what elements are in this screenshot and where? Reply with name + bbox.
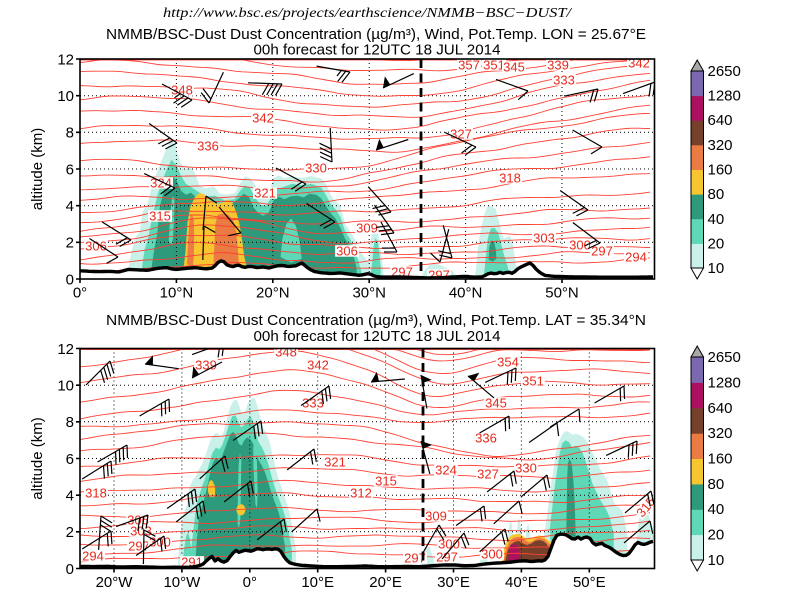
- svg-text:306: 306: [336, 243, 358, 258]
- svg-text:4: 4: [66, 198, 74, 215]
- svg-text:0°: 0°: [243, 574, 257, 591]
- svg-text:354: 354: [497, 354, 519, 369]
- svg-text:348: 348: [275, 344, 297, 359]
- svg-text:324: 324: [435, 462, 457, 477]
- svg-text:80: 80: [708, 476, 725, 493]
- svg-text:80: 80: [708, 186, 725, 203]
- svg-text:12: 12: [57, 51, 74, 68]
- svg-text:30°N: 30°N: [352, 285, 386, 302]
- svg-text:12: 12: [57, 341, 74, 358]
- svg-text:297: 297: [404, 550, 426, 565]
- svg-text:0°: 0°: [73, 285, 87, 302]
- svg-text:00h forecast for 12UTC 18 JUL: 00h forecast for 12UTC 18 JUL 2014: [254, 329, 501, 345]
- svg-text:342: 342: [252, 110, 274, 125]
- svg-text:10: 10: [708, 260, 725, 277]
- svg-text:2650: 2650: [708, 349, 741, 366]
- svg-text:160: 160: [708, 451, 733, 468]
- svg-text:318: 318: [499, 170, 521, 185]
- svg-text:339: 339: [195, 357, 217, 372]
- svg-text:40: 40: [708, 211, 725, 228]
- svg-text:351: 351: [483, 57, 505, 72]
- svg-text:320: 320: [708, 425, 733, 442]
- svg-text:297: 297: [436, 549, 458, 564]
- svg-text:294: 294: [82, 548, 104, 563]
- svg-text:50°N: 50°N: [545, 285, 579, 302]
- svg-text:315: 315: [375, 473, 397, 488]
- svg-text:306: 306: [85, 238, 107, 253]
- svg-text:327: 327: [450, 126, 472, 141]
- svg-text:4: 4: [66, 488, 74, 505]
- svg-text:342: 342: [307, 357, 329, 372]
- svg-text:333: 333: [302, 395, 324, 410]
- svg-text:8: 8: [66, 125, 74, 142]
- svg-text:321: 321: [324, 454, 346, 469]
- svg-text:20°W: 20°W: [96, 574, 134, 591]
- svg-text:303: 303: [533, 230, 555, 245]
- svg-text:1280: 1280: [708, 374, 741, 391]
- svg-text:330: 330: [515, 460, 537, 475]
- svg-text:306: 306: [127, 512, 149, 527]
- svg-text:NMMB/BSC-Dust Dust Concentrati: NMMB/BSC-Dust Dust Concentration (µg/m³)…: [106, 27, 646, 43]
- svg-text:6: 6: [66, 161, 74, 178]
- svg-text:330: 330: [305, 160, 327, 175]
- svg-text:300: 300: [569, 237, 591, 252]
- svg-text:318: 318: [85, 485, 107, 500]
- svg-text:20°N: 20°N: [256, 285, 290, 302]
- svg-text:30°E: 30°E: [437, 574, 470, 591]
- svg-text:297: 297: [591, 243, 613, 258]
- svg-text:2650: 2650: [708, 63, 741, 80]
- svg-text:altitude (km): altitude (km): [29, 128, 46, 211]
- svg-text:339: 339: [547, 57, 569, 72]
- svg-text:640: 640: [708, 400, 733, 417]
- svg-text:10°W: 10°W: [163, 574, 201, 591]
- svg-text:336: 336: [197, 138, 219, 153]
- svg-text:20: 20: [708, 235, 725, 252]
- svg-text:160: 160: [708, 162, 733, 179]
- svg-text:10°E: 10°E: [301, 574, 334, 591]
- svg-text:NMMB/BSC-Dust Dust Concentrati: NMMB/BSC-Dust Dust Concentration (µg/m³)…: [106, 313, 646, 329]
- svg-text:294: 294: [625, 249, 647, 264]
- svg-text:40°N: 40°N: [449, 285, 483, 302]
- svg-text:345: 345: [485, 395, 507, 410]
- svg-text:297: 297: [128, 538, 150, 553]
- svg-text:2: 2: [66, 235, 74, 252]
- svg-text:6: 6: [66, 451, 74, 468]
- svg-text:351: 351: [522, 373, 544, 388]
- svg-text:20: 20: [708, 527, 725, 544]
- svg-text:309: 309: [356, 220, 378, 235]
- svg-text:40°E: 40°E: [505, 574, 538, 591]
- svg-text:8: 8: [66, 414, 74, 431]
- svg-text:http://www.bsc.es/projects/ear: http://www.bsc.es/projects/earthscience/…: [163, 6, 572, 21]
- svg-text:300: 300: [438, 536, 460, 551]
- svg-text:309: 309: [425, 508, 447, 523]
- svg-text:345: 345: [503, 59, 525, 74]
- svg-text:357: 357: [458, 57, 480, 72]
- svg-text:342: 342: [628, 55, 650, 70]
- svg-text:640: 640: [708, 112, 733, 129]
- svg-text:333: 333: [553, 72, 575, 87]
- svg-text:40: 40: [708, 501, 725, 518]
- svg-text:297: 297: [428, 267, 450, 282]
- svg-text:20°E: 20°E: [369, 574, 402, 591]
- svg-text:0: 0: [66, 271, 74, 288]
- svg-text:altitude (km): altitude (km): [29, 417, 46, 500]
- svg-text:315: 315: [149, 208, 171, 223]
- svg-text:327: 327: [477, 466, 499, 481]
- svg-text:10°N: 10°N: [160, 285, 194, 302]
- svg-text:10: 10: [57, 378, 74, 395]
- svg-text:0: 0: [66, 561, 74, 578]
- svg-text:321: 321: [254, 185, 276, 200]
- svg-text:336: 336: [475, 430, 497, 445]
- svg-text:2: 2: [66, 524, 74, 541]
- svg-text:312: 312: [350, 485, 372, 500]
- svg-text:10: 10: [57, 88, 74, 105]
- svg-text:300: 300: [481, 546, 503, 561]
- svg-text:320: 320: [708, 137, 733, 154]
- svg-text:50°E: 50°E: [573, 574, 606, 591]
- svg-text:1280: 1280: [708, 88, 741, 105]
- svg-text:348: 348: [171, 82, 193, 97]
- svg-text:00h forecast for 12UTC 18 JUL: 00h forecast for 12UTC 18 JUL 2014: [254, 43, 501, 59]
- svg-text:10: 10: [708, 552, 725, 569]
